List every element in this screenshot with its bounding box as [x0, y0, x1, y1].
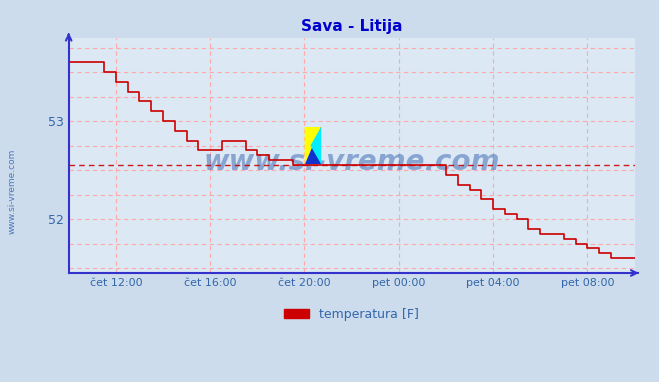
Polygon shape [310, 127, 321, 164]
Legend: temperatura [F]: temperatura [F] [279, 303, 424, 325]
Polygon shape [304, 127, 321, 164]
Text: www.si-vreme.com: www.si-vreme.com [204, 149, 500, 176]
Title: Sava - Litija: Sava - Litija [301, 19, 403, 34]
Polygon shape [304, 127, 321, 164]
Text: www.si-vreme.com: www.si-vreme.com [8, 148, 17, 234]
